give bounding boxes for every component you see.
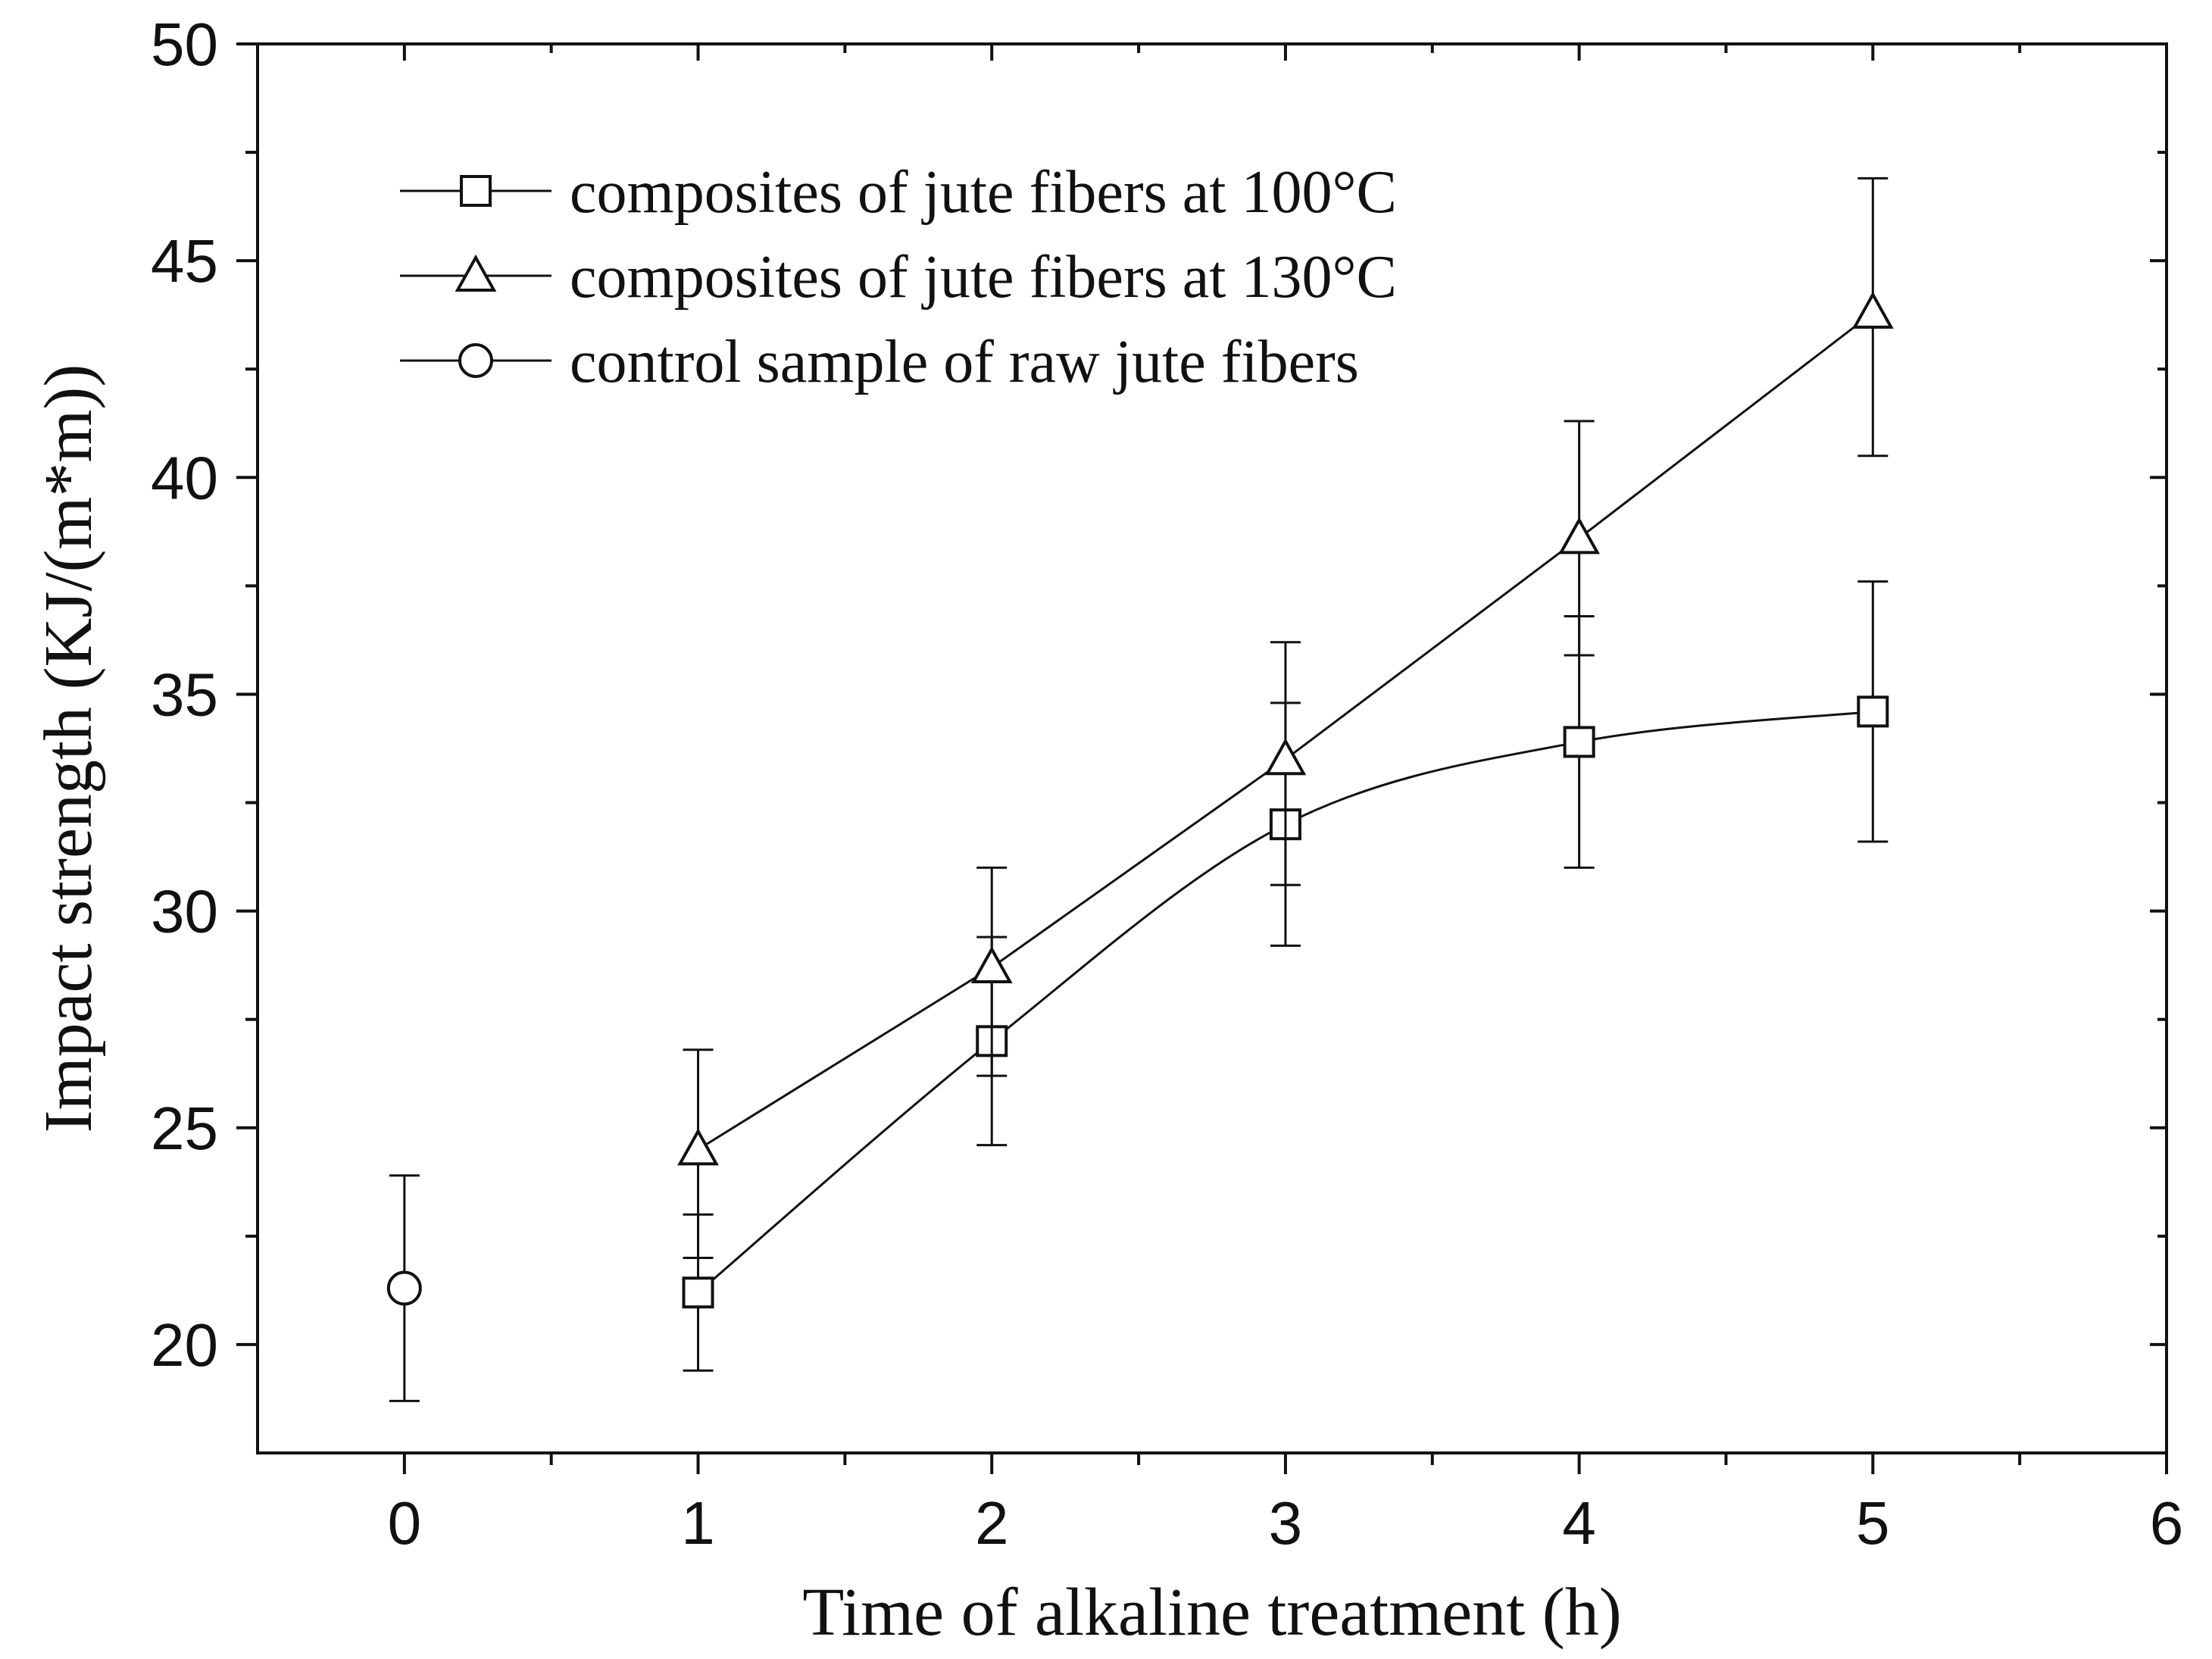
data-point-circle	[386, 1270, 422, 1306]
data-point-square	[1857, 695, 1889, 728]
series-square	[682, 580, 1889, 1372]
series-line	[697, 710, 1873, 1294]
legend-label: composites of jute fibers at 100°C	[570, 159, 1397, 226]
x-tick-label: 3	[1269, 1489, 1303, 1557]
x-tick-label: 1	[681, 1489, 715, 1557]
y-tick-label: 30	[151, 878, 218, 945]
x-tick-label: 6	[2150, 1489, 2184, 1557]
data-point-triangle	[970, 945, 1013, 984]
legend-item-circle: control sample of raw jute fibers	[400, 329, 1359, 395]
y-tick-label: 20	[151, 1311, 218, 1379]
data-point-triangle	[1851, 291, 1894, 329]
plot-frame	[256, 42, 2168, 1454]
legend-marker-square	[460, 175, 492, 207]
x-tick-label: 0	[388, 1489, 422, 1557]
series-group	[386, 177, 1894, 1402]
data-point-square	[682, 1276, 714, 1309]
series-circle	[386, 1174, 422, 1402]
data-point-triangle	[1558, 517, 1601, 555]
y-tick-label: 35	[151, 661, 218, 728]
x-tick-label: 4	[1562, 1489, 1596, 1557]
legend-marker-circle	[458, 343, 493, 378]
x-axis-title: Time of alkaline treatment (h)	[802, 1575, 1621, 1650]
data-point-triangle	[1264, 738, 1307, 776]
legend-item-square: composites of jute fibers at 100°C	[400, 159, 1397, 226]
legend-label: control sample of raw jute fibers	[570, 329, 1359, 395]
legend-marker-triangle	[455, 254, 497, 292]
legend-label: composites of jute fibers at 130°C	[570, 244, 1397, 311]
x-tick-label: 5	[1856, 1489, 1890, 1557]
series-triangle	[677, 177, 1894, 1259]
y-tick-label: 40	[151, 444, 218, 511]
legend-item-triangle: composites of jute fibers at 130°C	[400, 244, 1397, 311]
data-point-square	[1563, 726, 1595, 758]
legend: composites of jute fibers at 100°C compos…	[400, 159, 1397, 395]
y-tick-label: 50	[151, 11, 218, 78]
y-axis-title: Impact strength (KJ/(m*m))	[31, 364, 106, 1133]
y-tick-label: 25	[151, 1095, 218, 1162]
x-tick-label: 2	[975, 1489, 1009, 1557]
data-point-triangle	[677, 1128, 719, 1166]
y-tick-label: 45	[151, 227, 218, 295]
